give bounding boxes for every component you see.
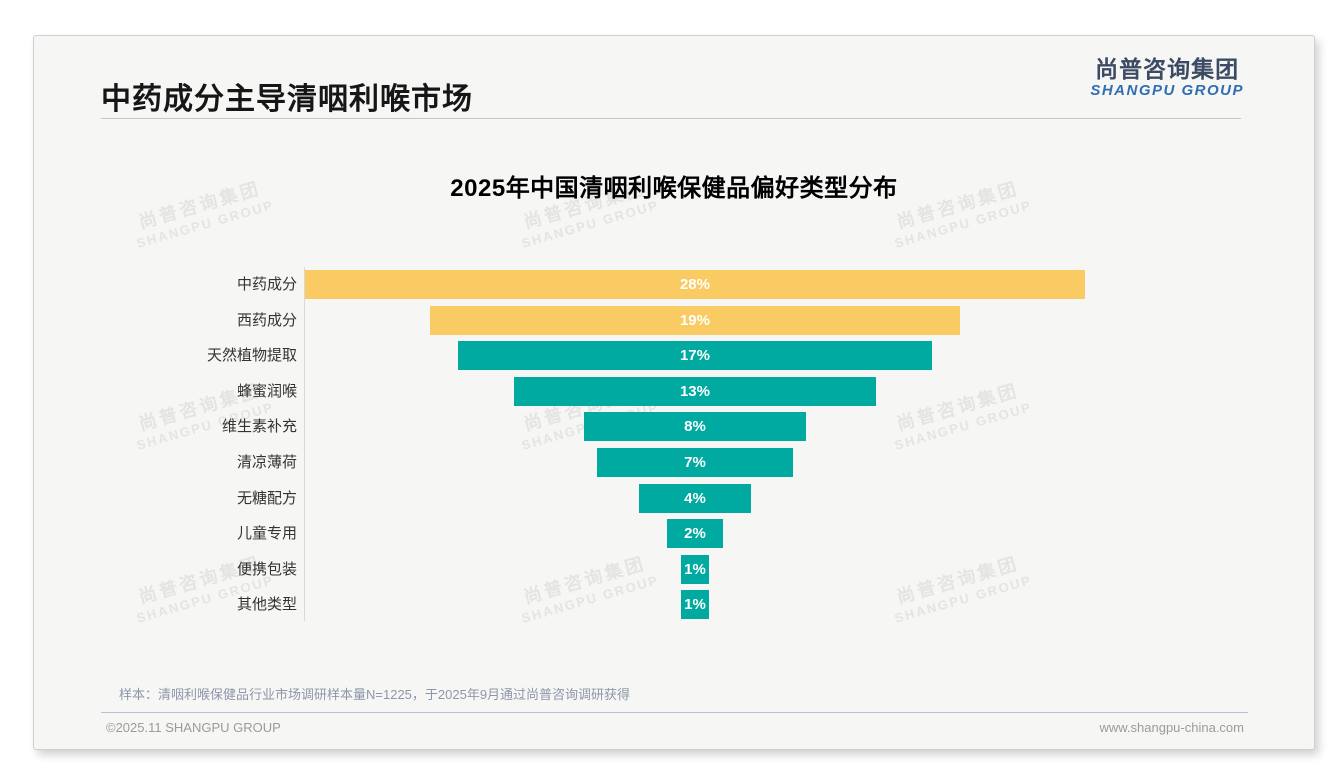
chart-row: 清凉薄荷 7% <box>34 448 1314 477</box>
chart-bar: 13% <box>513 376 877 406</box>
category-label: 中药成分 <box>236 276 297 293</box>
chart-bar: 1% <box>681 590 709 620</box>
bar-value-label: 19% <box>679 311 710 329</box>
logo-chinese-text: 尚普咨询集团 <box>1095 56 1240 82</box>
chart-row: 便携包装 1% <box>34 554 1314 584</box>
chart-bar: 4% <box>639 483 751 513</box>
chart-row: 儿童专用 2% <box>34 519 1314 549</box>
chart-bar: 28% <box>304 270 1086 299</box>
chart-row: 中药成分 28% <box>34 270 1314 299</box>
chart-row: 天然植物提取 17% <box>34 341 1314 371</box>
chart-bar: 19% <box>430 305 960 335</box>
bar-value-label: 7% <box>684 454 706 471</box>
footer-divider <box>101 712 1248 713</box>
category-label: 儿童专用 <box>236 525 297 543</box>
chart-row: 维生素补充 8% <box>34 412 1314 442</box>
category-label: 清凉薄荷 <box>236 454 297 471</box>
chart-bar: 17% <box>458 341 932 371</box>
category-label: 便携包装 <box>236 560 297 578</box>
copyright-text: ©2025.11 SHANGPU GROUP <box>106 720 281 735</box>
category-label: 无糖配方 <box>236 489 297 507</box>
bar-value-label: 8% <box>684 418 706 436</box>
chart-bar: 7% <box>597 448 793 477</box>
bar-value-label: 28% <box>679 276 710 293</box>
bar-value-label: 4% <box>684 489 706 507</box>
chart-row: 西药成分 19% <box>34 305 1314 335</box>
chart-bar: 8% <box>583 412 807 442</box>
bar-value-label: 1% <box>684 596 706 614</box>
chart-bar: 2% <box>667 519 723 549</box>
bar-value-label: 1% <box>684 560 706 578</box>
logo-english-text: SHANGPU GROUP <box>1090 82 1244 100</box>
chart-row: 蜂蜜润喉 13% <box>34 376 1314 406</box>
bar-value-label: 17% <box>679 347 710 365</box>
funnel-bar-chart: 中药成分 28% 西药成分 19% 天然植物提取 17% 蜂蜜润喉 13% 维生素补充 8% 清凉薄… <box>34 36 1314 749</box>
title-divider <box>101 118 1241 119</box>
category-label: 维生素补充 <box>221 418 297 436</box>
category-label: 蜂蜜润喉 <box>236 382 297 400</box>
chart-row: 无糖配方 4% <box>34 483 1314 513</box>
website-text: www.shangpu-china.com <box>1099 720 1244 735</box>
bar-value-label: 13% <box>679 382 710 400</box>
chart-row: 其他类型 1% <box>34 590 1314 620</box>
category-label: 天然植物提取 <box>206 347 297 365</box>
sample-note: 样本：清咽利喉保健品行业市场调研样本量N=1225，于2025年9月通过尚普咨询… <box>119 687 631 702</box>
category-label: 其他类型 <box>236 596 297 614</box>
company-logo: 尚普咨询集团 SHANGPU GROUP <box>1090 56 1244 99</box>
category-label: 西药成分 <box>236 311 297 329</box>
slide-card: 尚普咨询集团 SHANGPU GROUP 尚普咨询集团 SHANGPU GROUP 尚普… <box>33 35 1315 750</box>
page-title: 中药成分主导清咽利喉市场 <box>101 83 473 116</box>
chart-bar: 1% <box>681 554 709 584</box>
bar-value-label: 2% <box>684 525 706 543</box>
chart-title: 2025年中国清咽利喉保健品偏好类型分布 <box>450 175 898 202</box>
category-axis-line <box>304 267 305 621</box>
